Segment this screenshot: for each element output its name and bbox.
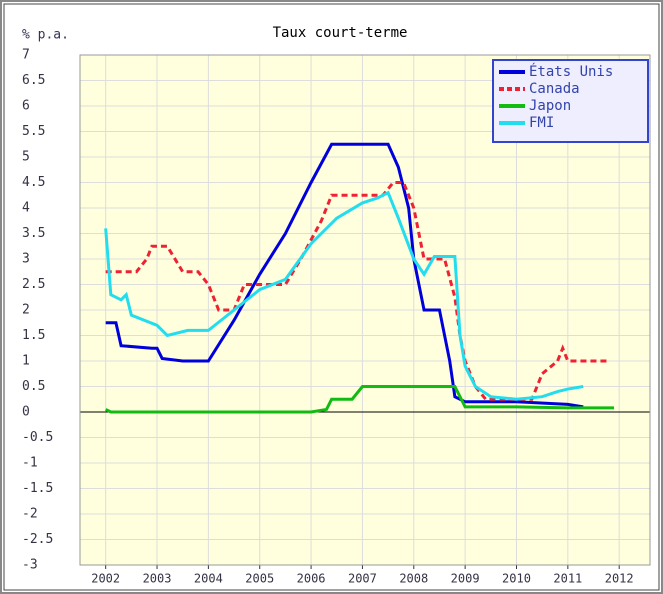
y-tick-label: -1.5 [22,481,53,496]
x-tick-label: 2007 [348,572,377,586]
y-tick-label: -3 [22,558,38,573]
y-tick-label: -0.5 [22,430,53,445]
y-tick-label: -2 [22,507,38,522]
y-tick-label: 6.5 [22,73,45,88]
y-tick-label: 5.5 [22,124,45,139]
y-tick-label: 7 [22,48,30,63]
x-tick-label: 2009 [451,572,480,586]
x-tick-label: 2008 [399,572,428,586]
series-line [105,385,615,414]
plot-border [79,54,651,566]
legend-label: États Unis [529,63,613,80]
x-tick-label: 2010 [502,572,531,586]
y-tick-label: -1 [22,456,38,471]
legend-label: Japon [529,98,571,114]
legend-label: FMI [529,115,554,131]
x-tick-label: 2005 [245,572,274,586]
x-tick-label: 2002 [91,572,120,586]
legend-label: Canada [529,81,580,97]
y-tick-label: 4.5 [22,175,45,190]
x-tick-label: 2003 [143,572,172,586]
y-tick-label: 2.5 [22,277,45,292]
y-tick-label: 2 [22,303,30,318]
chart-title: Taux court-terme [273,25,408,41]
x-tick-label: 2012 [605,572,634,586]
x-tick-label: 2004 [194,572,223,586]
y-tick-label: 5 [22,150,30,165]
y-tick-label: 4 [22,201,30,216]
y-tick-label: -2.5 [22,532,53,547]
y-tick-label: 1 [22,354,30,369]
x-tick-label: 2006 [297,572,326,586]
y-tick-label: 3 [22,252,30,267]
x-tick-label: 2011 [553,572,582,586]
y-tick-label: 3.5 [22,226,45,241]
y-axis-label: % p.a. [22,28,69,43]
y-tick-label: 6 [22,99,30,114]
y-tick-label: 0.5 [22,379,45,394]
y-tick-label: 0 [22,405,30,420]
y-tick-label: 1.5 [22,328,45,343]
series-line [105,142,584,409]
series-line [104,190,584,401]
